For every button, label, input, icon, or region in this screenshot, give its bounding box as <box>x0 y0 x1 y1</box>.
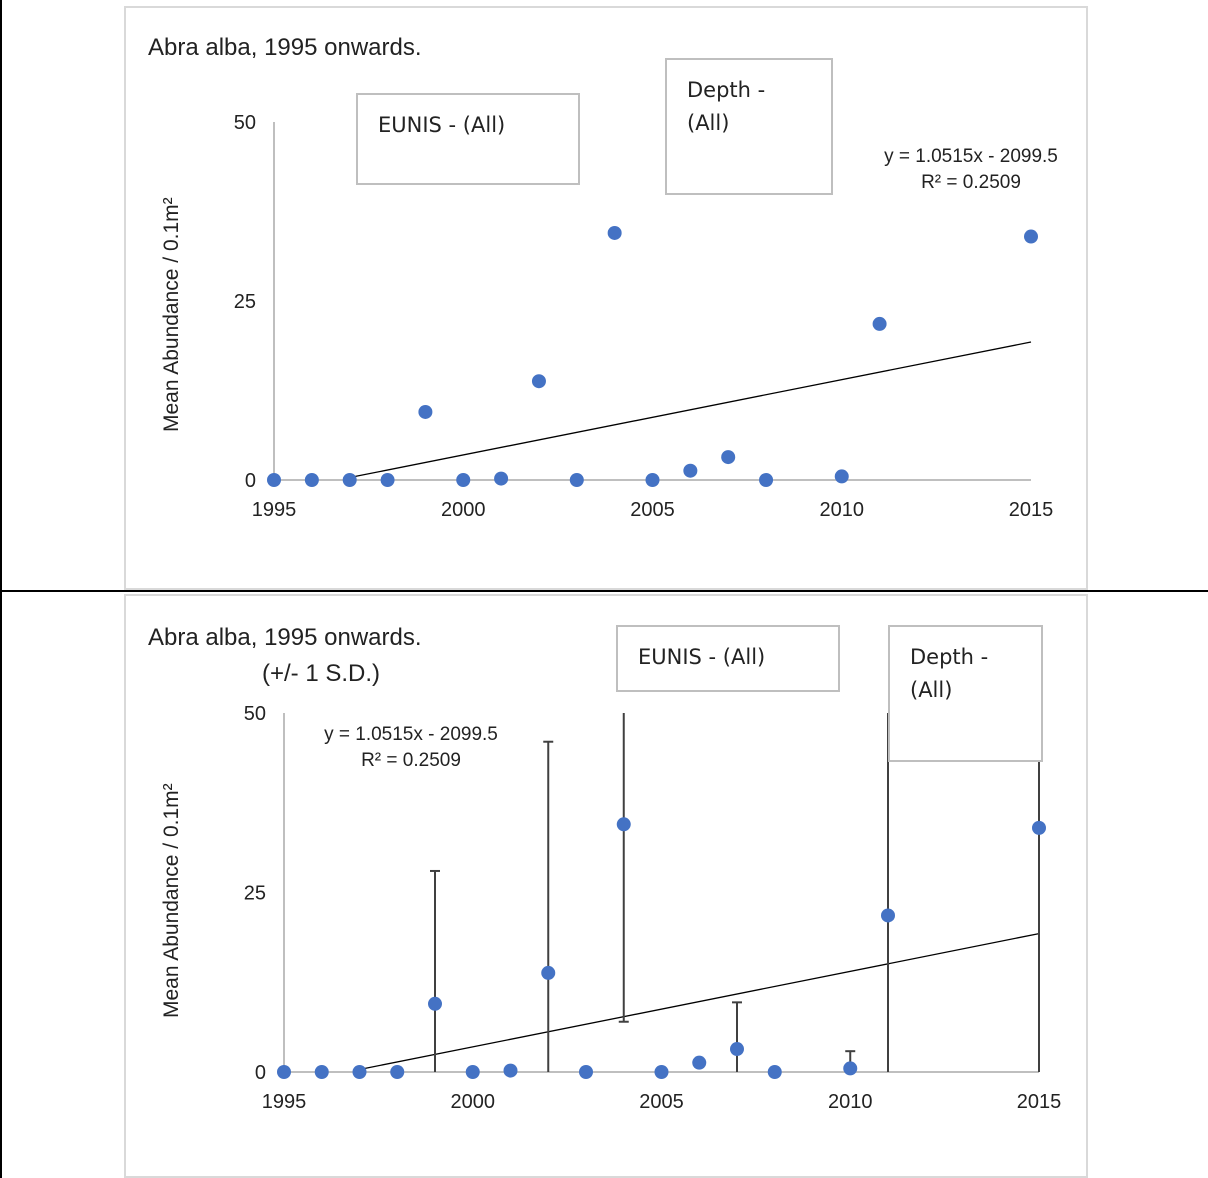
eunis-filter-label: EUNIS - (All) <box>638 645 766 669</box>
x-tick-label: 1995 <box>252 499 297 521</box>
y-tick-label: 25 <box>234 291 256 313</box>
data-point <box>418 404 433 419</box>
y-tick-label: 50 <box>244 703 266 725</box>
x-tick-label: 2000 <box>441 499 486 521</box>
x-tick-label: 2005 <box>630 499 675 521</box>
x-tick-label: 2010 <box>820 499 865 521</box>
data-point <box>456 473 471 487</box>
chart-2-y-axis-label: Mean Abundance / 0.1m² <box>160 783 183 1018</box>
data-point <box>767 1065 782 1079</box>
chart-1-title: Abra alba, 1995 onwards. <box>148 34 422 61</box>
data-point <box>277 1065 291 1079</box>
depth-filter-label: Depth - <box>910 645 989 669</box>
depth-filter-value: (All) <box>910 677 953 702</box>
chart-1-trendline-label: y = 1.0515x - 2099.5 R² = 0.2509 <box>858 144 1084 195</box>
data-point <box>380 473 395 487</box>
data-point <box>267 473 281 487</box>
data-point <box>503 1063 518 1078</box>
data-point <box>1024 229 1038 244</box>
table-row-divider <box>0 590 1208 592</box>
chart-1-depth-filter[interactable]: Depth - (All) <box>665 58 833 195</box>
chart-2-subtitle: (+/- 1 S.D.) <box>262 660 381 687</box>
x-tick-label: 2005 <box>639 1091 684 1113</box>
chart-1-plot: 0 25 50 1995 2000 2005 2010 2015 <box>234 112 1054 521</box>
data-point <box>304 473 319 487</box>
x-tick-label: 2000 <box>451 1091 496 1113</box>
data-point <box>465 1065 480 1079</box>
trendline-equation: y = 1.0515x - 2099.5 <box>324 724 498 745</box>
x-tick-label: 2015 <box>1009 499 1054 521</box>
data-point <box>1032 820 1046 835</box>
data-point <box>342 473 357 487</box>
data-point <box>314 1065 329 1079</box>
chart-2-trendline-label: y = 1.0515x - 2099.5 R² = 0.2509 <box>298 722 524 773</box>
eunis-filter-label: EUNIS - (All) <box>378 113 506 137</box>
y-tick-label: 50 <box>234 112 256 134</box>
data-point <box>616 817 631 832</box>
x-tick-label: 2010 <box>828 1091 873 1113</box>
data-point <box>730 1042 744 1057</box>
y-tick-label: 0 <box>255 1062 266 1084</box>
data-point <box>607 225 622 240</box>
data-point <box>541 965 556 980</box>
data-point <box>531 374 546 389</box>
chart-2-depth-filter[interactable]: Depth - (All) <box>888 625 1043 762</box>
depth-filter-value: (All) <box>687 110 730 135</box>
data-point <box>759 473 774 487</box>
data-point <box>654 1065 669 1079</box>
trendline-r2: R² = 0.2509 <box>921 171 1021 193</box>
data-point <box>352 1065 367 1079</box>
x-tick-label: 1995 <box>262 1091 307 1113</box>
x-tick-label: 2015 <box>1017 1091 1062 1113</box>
table-left-border <box>0 0 2 1178</box>
data-point <box>872 316 887 331</box>
depth-filter-label: Depth - <box>687 78 766 102</box>
data-point <box>843 1061 858 1076</box>
data-point <box>881 908 895 923</box>
trendline <box>359 932 1040 1071</box>
y-tick-label: 25 <box>244 883 266 905</box>
trendline-equation: y = 1.0515x - 2099.5 <box>884 146 1058 167</box>
data-point <box>645 473 660 487</box>
chart-panel-1 <box>124 6 1088 590</box>
data-point <box>428 996 442 1011</box>
data-point <box>692 1055 707 1070</box>
y-tick-label: 0 <box>245 470 256 492</box>
chart-2-eunis-filter[interactable]: EUNIS - (All) <box>616 625 840 692</box>
chart-1-y-axis-label: Mean Abundance / 0.1m² <box>160 197 183 432</box>
data-point <box>683 463 698 478</box>
data-point <box>390 1065 405 1079</box>
chart-2-plot: 0 25 50 1995 2000 2005 2010 2015 <box>244 703 1062 1113</box>
data-point <box>579 1065 593 1079</box>
trendline-r2: R² = 0.2509 <box>361 749 461 771</box>
chart-2-title: Abra alba, 1995 onwards. <box>148 624 422 651</box>
data-point <box>721 450 736 465</box>
trendline <box>349 341 1032 479</box>
data-point <box>569 473 584 487</box>
data-point <box>494 471 509 486</box>
data-point <box>834 469 849 484</box>
chart-1-eunis-filter[interactable]: EUNIS - (All) <box>356 93 580 185</box>
